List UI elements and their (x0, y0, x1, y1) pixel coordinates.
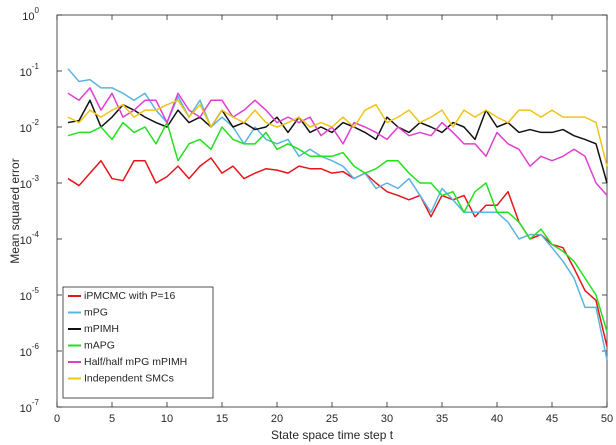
x-tick-label: 5 (109, 413, 115, 425)
y-tick-exponent: -3 (32, 174, 40, 183)
x-tick-label: 35 (436, 413, 448, 425)
y-tick-label: 100 (22, 6, 39, 23)
y-tick-base: 10 (22, 11, 34, 23)
y-tick-base: 10 (20, 179, 32, 191)
y-tick-base: 10 (20, 291, 32, 303)
y-tick-exponent: -1 (32, 62, 40, 71)
legend-label: Half/half mPG mPIMH (84, 356, 187, 368)
y-tick-exponent: -7 (32, 398, 40, 407)
y-tick-label: 10-5 (20, 286, 40, 303)
y-tick-base: 10 (20, 67, 32, 79)
y-tick-label: 10-6 (20, 342, 40, 359)
x-tick-label: 0 (54, 413, 60, 425)
x-tick-label: 15 (216, 413, 228, 425)
y-tick-label: 10-2 (20, 118, 40, 135)
x-tick-label: 30 (381, 413, 393, 425)
legend-label: mAPG (84, 339, 115, 351)
legend-box (62, 286, 214, 399)
legend-label: Independent SMCs (84, 372, 174, 384)
y-tick-base: 10 (20, 123, 32, 135)
x-tick-label: 45 (546, 413, 558, 425)
x-axis-label: State space time step t (271, 428, 394, 442)
y-tick-exponent: -6 (32, 342, 40, 351)
y-tick-label: 10-3 (20, 174, 40, 191)
y-tick-label: 10-4 (20, 230, 40, 247)
x-tick-label: 10 (161, 413, 173, 425)
legend-label: iPMCMC with P=16 (84, 290, 175, 302)
y-tick-label: 10-7 (20, 398, 40, 415)
series-line (67, 121, 608, 333)
y-tick-exponent: -5 (32, 286, 40, 295)
x-tick-label: 50 (601, 413, 613, 425)
y-tick-label: 10-1 (20, 62, 40, 79)
series-line (67, 99, 608, 167)
y-tick-exponent: -4 (32, 230, 40, 239)
series-line (67, 99, 608, 184)
y-tick-base: 10 (20, 403, 32, 415)
y-axis-label: Mean squared error (8, 158, 22, 263)
series-line (67, 87, 608, 196)
y-tick-base: 10 (20, 347, 32, 359)
series-line (67, 157, 608, 347)
y-tick-base: 10 (20, 235, 32, 247)
legend-label: mPG (84, 306, 108, 318)
series-line (67, 68, 608, 360)
legend-label: mPIMH (84, 323, 119, 335)
x-tick-label: 40 (491, 413, 503, 425)
y-tick-exponent: -2 (32, 118, 40, 127)
x-tick-label: 25 (326, 413, 338, 425)
x-tick-label: 20 (271, 413, 283, 425)
y-tick-exponent: 0 (35, 6, 40, 15)
